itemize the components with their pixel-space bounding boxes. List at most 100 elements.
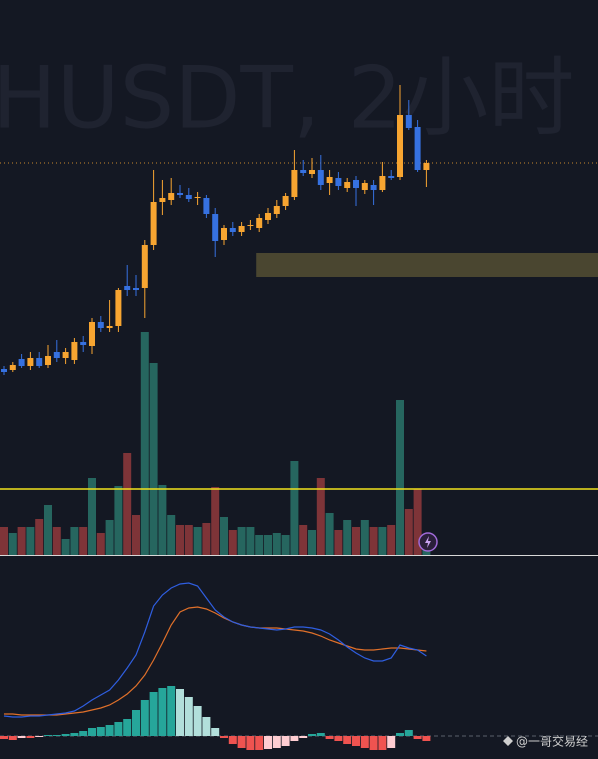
- macd-histogram-bar: [413, 736, 422, 739]
- candle-body: [62, 352, 69, 358]
- volume-bar: [334, 530, 343, 555]
- volume-bar: [132, 515, 140, 555]
- macd-histogram-bar: [369, 736, 378, 750]
- candle-body: [97, 322, 104, 328]
- volume-bar: [44, 505, 52, 555]
- volume-bar: [352, 527, 360, 555]
- macd-histogram-bar: [264, 736, 272, 749]
- candle-body: [80, 342, 87, 345]
- macd-histogram-bar: [8, 736, 17, 740]
- author-icon: [503, 736, 513, 746]
- macd-histogram-bar: [334, 736, 343, 741]
- candle-body: [282, 196, 289, 206]
- volume-bar: [167, 515, 176, 555]
- macd-histogram-bar: [26, 736, 35, 738]
- volume-bar: [290, 461, 299, 555]
- macd-histogram-bar: [228, 736, 237, 744]
- candle-body: [423, 163, 430, 170]
- macd-histogram-bar: [387, 736, 396, 748]
- volume-bar: [140, 332, 149, 555]
- macd-histogram-bar: [132, 710, 140, 736]
- volume-bar: [61, 539, 70, 555]
- candle-body: [300, 170, 307, 173]
- candle-body: [53, 352, 60, 358]
- candle-body: [370, 185, 377, 190]
- volume-bar: [88, 478, 96, 555]
- macd-histogram-bar: [255, 736, 264, 750]
- candle-body: [1, 369, 7, 372]
- volume-bar: [316, 478, 325, 555]
- volume-bar: [0, 527, 8, 555]
- macd-histogram-bar: [352, 736, 360, 746]
- candle-body: [212, 214, 219, 241]
- candle-body: [273, 206, 280, 214]
- macd-histogram-bar: [325, 736, 334, 739]
- volume-bar: [70, 527, 79, 555]
- macd-histogram-bar: [343, 736, 352, 744]
- candle-body: [388, 176, 395, 178]
- candle-body: [185, 195, 192, 199]
- volume-bar: [404, 509, 413, 555]
- macd-histogram-bar: [281, 736, 290, 746]
- macd-histogram-bar: [96, 727, 105, 736]
- macd-histogram-bar: [123, 719, 132, 736]
- macd-histogram-bar: [44, 735, 52, 736]
- candle-body: [177, 193, 183, 195]
- volume-bar: [360, 520, 369, 555]
- macd-histogram-bar: [184, 697, 193, 736]
- macd-histogram-bar: [35, 736, 44, 737]
- macd-histogram-bar: [105, 725, 114, 736]
- volume-bar: [281, 535, 290, 555]
- candle-body: [361, 183, 368, 190]
- alert-badge: [418, 532, 438, 552]
- macd-histogram-bar: [290, 736, 299, 741]
- macd-histogram-bar: [193, 706, 202, 736]
- macd-histogram-bar: [140, 700, 149, 736]
- macd-histogram-bar: [237, 736, 246, 748]
- volume-bar: [220, 517, 228, 555]
- macd-histogram-bar: [158, 688, 167, 736]
- candle-body: [45, 356, 51, 365]
- volume-bar: [255, 535, 264, 555]
- volume-bar: [17, 527, 26, 555]
- macd-histogram-bar: [61, 734, 70, 736]
- candle-body: [309, 170, 315, 174]
- macd-histogram-bar: [176, 689, 184, 736]
- macd-histogram-bar: [79, 731, 88, 736]
- candle-body: [124, 286, 131, 290]
- volume-bar: [96, 533, 105, 555]
- macd-histogram-bar: [220, 736, 228, 738]
- volume-bar: [79, 527, 88, 555]
- author-watermark: @一哥交易经: [516, 734, 588, 749]
- macd-histogram-bar: [404, 730, 413, 736]
- macd-dif-line: [3, 582, 427, 718]
- volume-bar: [378, 527, 387, 555]
- candle-body: [71, 342, 78, 360]
- candle-body: [265, 213, 271, 220]
- volume-bar: [369, 527, 378, 555]
- candle-body: [194, 197, 201, 198]
- volume-bar: [387, 525, 396, 555]
- volume-bar: [193, 527, 202, 555]
- supply-zone: [256, 253, 598, 277]
- candle-body: [221, 228, 227, 240]
- volume-bar: [114, 486, 123, 555]
- volume-bar: [149, 363, 158, 555]
- volume-bar: [396, 400, 404, 555]
- volume-bar: [308, 530, 316, 555]
- volume-bar: [343, 520, 352, 555]
- macd-histogram-bar: [422, 736, 431, 741]
- macd-histogram-bar: [308, 734, 316, 736]
- candle-body: [414, 127, 421, 170]
- macd-histogram-bar: [246, 736, 255, 750]
- symbol-watermark: HUSDT, 2小时: [0, 48, 574, 148]
- volume-bar: [158, 485, 167, 555]
- candle-body: [36, 358, 43, 366]
- volume-bar: [325, 513, 334, 555]
- macd-histogram-bar: [299, 736, 308, 738]
- volume-bar: [176, 525, 184, 555]
- candle-body: [335, 178, 342, 186]
- volume-bar: [264, 535, 272, 555]
